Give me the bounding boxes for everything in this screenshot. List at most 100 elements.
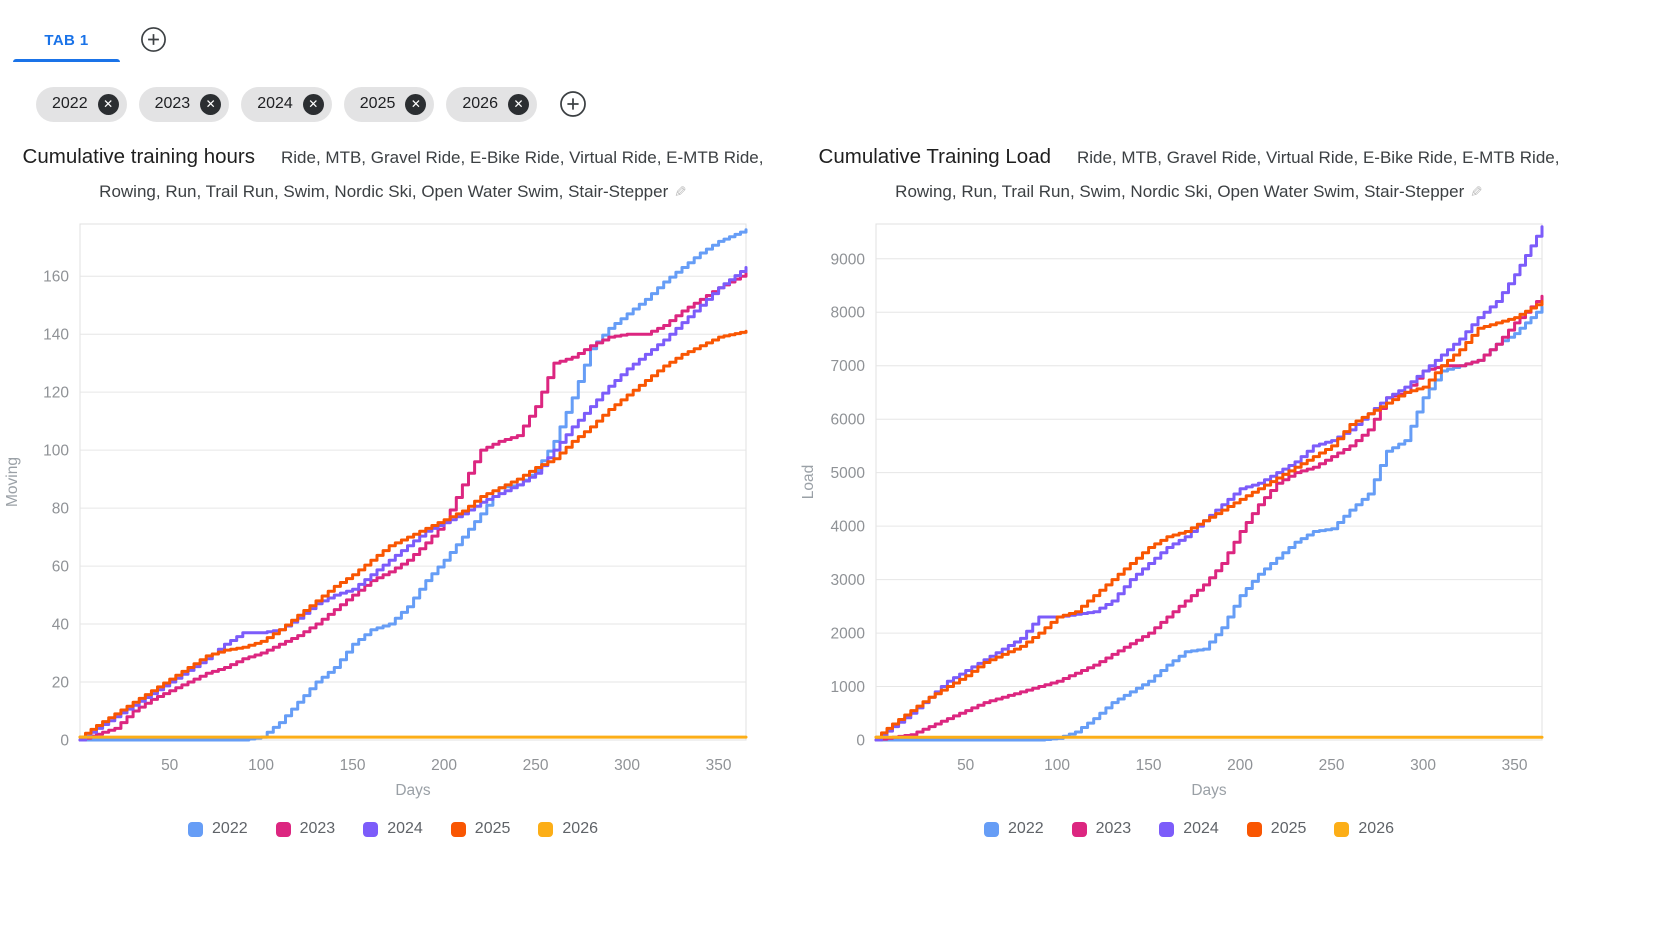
chart-hours: Cumulative training hours Ride, MTB, Grav… (0, 140, 786, 838)
svg-text:9000: 9000 (831, 251, 866, 268)
legend-swatch (1334, 821, 1350, 837)
chart-hours-title: Cumulative training hours (22, 145, 255, 168)
remove-chip-icon[interactable]: ✕ (97, 93, 119, 115)
year-chip-label: 2026 (462, 95, 498, 112)
add-tab-button[interactable] (140, 26, 167, 53)
edit-icon[interactable]: ✎ (1470, 184, 1483, 201)
remove-chip-icon[interactable]: ✕ (507, 93, 529, 115)
year-chips: 2022 ✕ 2023 ✕ 2024 ✕ 2025 ✕ 2026 ✕ (36, 86, 537, 122)
svg-text:0: 0 (856, 733, 865, 750)
svg-text:60: 60 (52, 559, 70, 576)
svg-text:350: 350 (706, 757, 732, 774)
svg-text:Load: Load (800, 465, 817, 499)
year-chip-2024[interactable]: 2024 ✕ (241, 86, 332, 122)
year-chip-label: 2023 (154, 95, 191, 112)
plus-circle-icon (141, 26, 166, 52)
legend-swatch (363, 821, 379, 837)
legend-item-2026[interactable]: 2026 (538, 820, 598, 838)
plus-circle-icon (560, 91, 586, 117)
remove-chip-icon[interactable]: ✕ (302, 93, 324, 115)
svg-text:250: 250 (1319, 757, 1345, 774)
svg-text:Moving: Moving (4, 457, 21, 507)
chart-load-subtitle: Ride, MTB, Gravel Ride, Virtual Ride, E-… (895, 148, 1560, 201)
year-chip-label: 2024 (257, 95, 293, 112)
legend-item-2022[interactable]: 2022 (984, 820, 1044, 838)
svg-text:100: 100 (43, 443, 69, 460)
legend-swatch (538, 821, 554, 837)
chart-hours-subtitle: Ride, MTB, Gravel Ride, E-Bike Ride, Vir… (99, 148, 764, 201)
svg-text:8000: 8000 (831, 305, 866, 322)
chart-hours-plot: 0 20 40 60 80 100 120 140 160 50 100 150 200 250 300 35… (4, 223, 748, 799)
edit-icon[interactable]: ✎ (674, 184, 687, 201)
remove-chip-icon[interactable]: ✕ (200, 93, 222, 115)
svg-text:50: 50 (957, 757, 975, 774)
legend-label: 2022 (212, 820, 248, 837)
svg-text:300: 300 (614, 757, 640, 774)
tab-bar: TAB 1 (0, 0, 1668, 66)
svg-text:1000: 1000 (831, 679, 866, 696)
legend-swatch (450, 821, 466, 837)
year-chip-2023[interactable]: 2023 ✕ (138, 86, 230, 122)
series-line-2022 (78, 228, 748, 742)
svg-text:200: 200 (1227, 757, 1253, 774)
series-line-2022 (874, 305, 1544, 742)
series-line-2025 (78, 329, 748, 739)
year-filter-row: 2022 ✕ 2023 ✕ 2024 ✕ 2025 ✕ 2026 ✕ (0, 66, 1668, 124)
svg-text:150: 150 (340, 757, 366, 774)
legend-swatch (188, 821, 204, 837)
add-filter-button[interactable] (559, 90, 587, 118)
svg-text:3000: 3000 (831, 572, 866, 589)
svg-text:140: 140 (43, 327, 69, 344)
svg-text:2000: 2000 (831, 626, 866, 643)
chart-hours-header: Cumulative training hours Ride, MTB, Grav… (8, 140, 778, 209)
year-chip-label: 2025 (359, 95, 396, 112)
svg-text:20: 20 (52, 675, 70, 692)
svg-text:5000: 5000 (831, 465, 866, 482)
legend-item-2023[interactable]: 2023 (275, 820, 336, 838)
legend-label: 2023 (299, 820, 336, 837)
chart-load-title: Cumulative Training Load (818, 145, 1051, 168)
legend-swatch (984, 821, 1000, 837)
legend-label: 2024 (1183, 820, 1219, 837)
svg-text:300: 300 (1410, 757, 1436, 774)
svg-text:250: 250 (523, 757, 549, 774)
year-chip-2026[interactable]: 2026 ✕ (446, 86, 537, 122)
legend-swatch (275, 821, 291, 837)
svg-text:350: 350 (1502, 757, 1528, 774)
remove-chip-icon[interactable]: ✕ (405, 93, 427, 115)
legend-label: 2025 (1270, 820, 1307, 837)
svg-text:0: 0 (60, 733, 69, 750)
svg-text:100: 100 (248, 757, 274, 774)
legend-label: 2026 (562, 820, 598, 837)
series-line-2024 (78, 266, 748, 742)
svg-text:6000: 6000 (831, 412, 866, 429)
chart-load-legend: 2022 2023 2024 2025 2026 (796, 820, 1582, 838)
legend-item-2024[interactable]: 2024 (1159, 820, 1219, 838)
svg-text:40: 40 (52, 617, 70, 634)
tab-1-label: TAB 1 (44, 32, 89, 49)
year-chip-2025[interactable]: 2025 ✕ (343, 86, 435, 122)
svg-text:4000: 4000 (831, 519, 866, 536)
legend-item-2024[interactable]: 2024 (363, 820, 423, 838)
series-line-2024 (874, 225, 1544, 742)
legend-label: 2026 (1358, 820, 1394, 837)
legend-item-2022[interactable]: 2022 (188, 820, 248, 838)
year-chip-2022[interactable]: 2022 ✕ (36, 86, 127, 122)
series-line-2023 (78, 271, 748, 742)
charts-row: Cumulative training hours Ride, MTB, Grav… (0, 140, 1668, 838)
legend-item-2025[interactable]: 2025 (450, 820, 510, 838)
legend-swatch (1071, 821, 1087, 837)
legend-item-2026[interactable]: 2026 (1334, 820, 1394, 838)
svg-text:150: 150 (1136, 757, 1162, 774)
svg-text:160: 160 (43, 269, 69, 286)
legend-label: 2024 (387, 820, 423, 837)
svg-text:120: 120 (43, 385, 69, 402)
tab-1[interactable]: TAB 1 (13, 26, 120, 62)
svg-text:Days: Days (395, 782, 431, 799)
legend-item-2023[interactable]: 2023 (1071, 820, 1132, 838)
legend-label: 2023 (1095, 820, 1132, 837)
legend-item-2025[interactable]: 2025 (1246, 820, 1307, 838)
chart-load: Cumulative Training Load Ride, MTB, Grave… (796, 140, 1582, 838)
chart-hours-legend: 2022 2023 2024 2025 2026 (0, 820, 786, 838)
